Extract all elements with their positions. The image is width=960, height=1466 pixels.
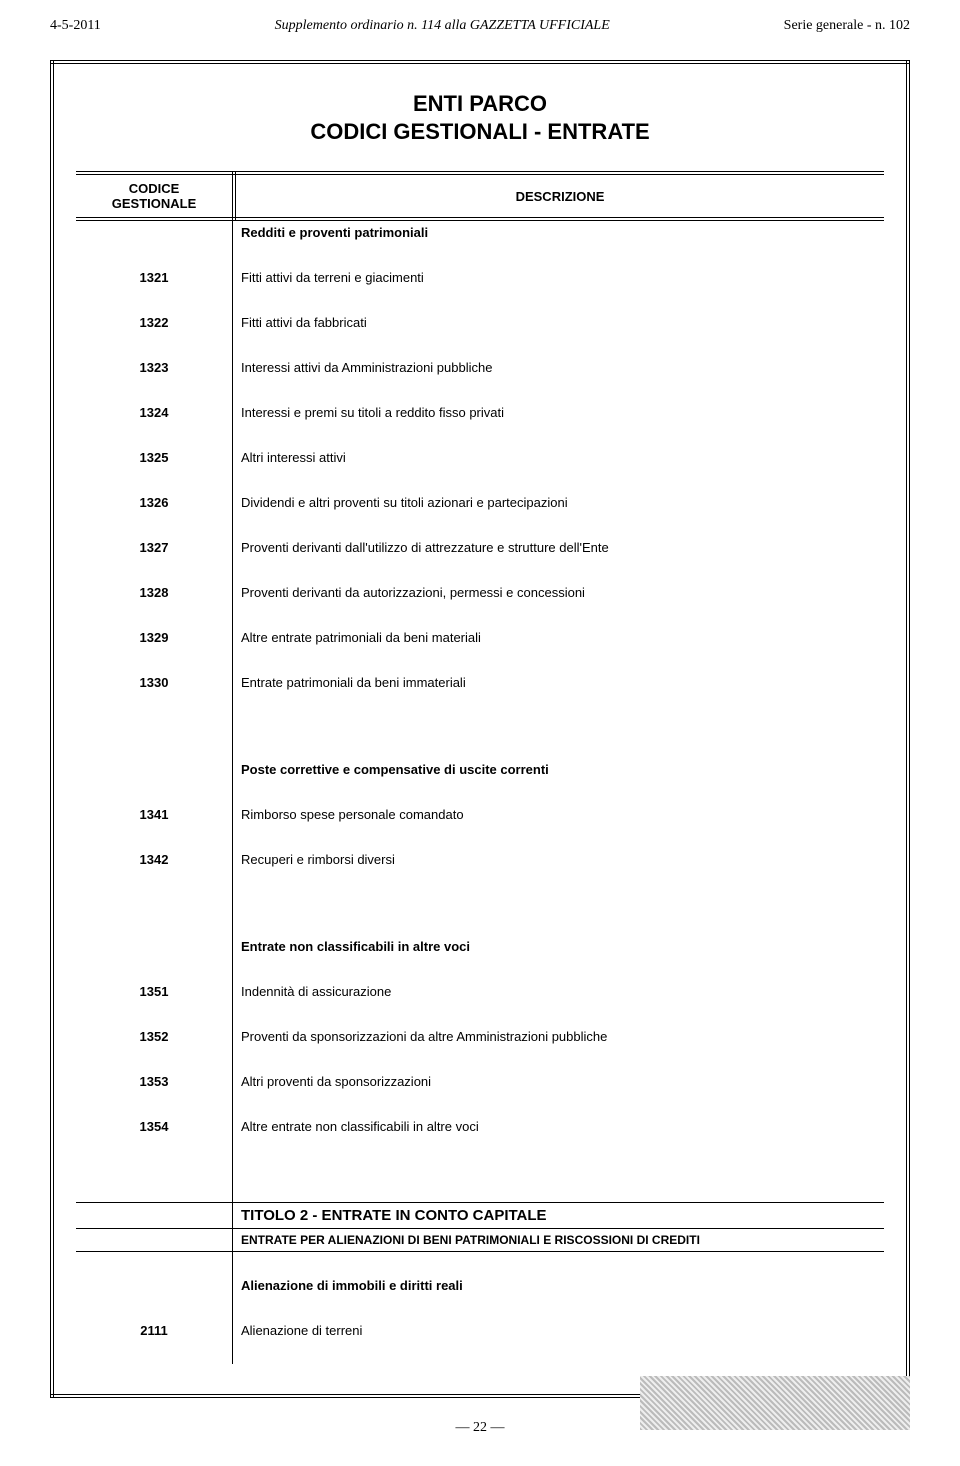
desc-cell: Proventi derivanti da autorizzazioni, pe…	[233, 581, 885, 604]
code-cell	[76, 221, 233, 244]
desc-cell: Rimborso spese personale comandato	[233, 803, 885, 826]
desc-cell: Recuperi e rimborsi diversi	[233, 848, 885, 871]
code-cell: 2111	[76, 1319, 233, 1342]
code-cell: 1322	[76, 311, 233, 334]
header-date: 4-5-2011	[50, 18, 101, 34]
desc-cell: Interessi attivi da Amministrazioni pubb…	[233, 356, 885, 379]
col-header-desc: DESCRIZIONE	[234, 173, 884, 219]
code-cell: 1342	[76, 848, 233, 871]
desc-cell: Alienazione di immobili e diritti reali	[233, 1274, 885, 1297]
desc-cell: Entrate non classificabili in altre voci	[233, 935, 885, 958]
desc-cell: Redditi e proventi patrimoniali	[233, 221, 885, 244]
code-cell: 1328	[76, 581, 233, 604]
desc-cell: Fitti attivi da terreni e giacimenti	[233, 266, 885, 289]
col-header-code: CODICE GESTIONALE	[76, 173, 234, 219]
document-title: ENTI PARCO CODICI GESTIONALI - ENTRATE	[76, 90, 884, 145]
desc-cell: Altri proventi da sponsorizzazioni	[233, 1070, 885, 1093]
title-line-2: CODICI GESTIONALI - ENTRATE	[310, 119, 649, 144]
desc-cell: Interessi e premi su titoli a reddito fi…	[233, 401, 885, 424]
desc-cell: Dividendi e altri proventi su titoli azi…	[233, 491, 885, 514]
desc-cell: Alienazione di terreni	[233, 1319, 885, 1342]
desc-cell: Altre entrate non classificabili in altr…	[233, 1115, 885, 1138]
code-cell: 1354	[76, 1115, 233, 1138]
code-cell: 1341	[76, 803, 233, 826]
desc-cell: Fitti attivi da fabbricati	[233, 311, 885, 334]
titolo-title: TITOLO 2 - ENTRATE IN CONTO CAPITALE	[233, 1203, 885, 1229]
code-cell: 1353	[76, 1070, 233, 1093]
code-cell	[76, 935, 233, 958]
desc-cell: Entrate patrimoniali da beni immateriali	[233, 671, 885, 694]
code-cell: 1330	[76, 671, 233, 694]
desc-cell: Altri interessi attivi	[233, 446, 885, 469]
code-cell: 1327	[76, 536, 233, 559]
code-cell: 1321	[76, 266, 233, 289]
desc-cell: Proventi da sponsorizzazioni da altre Am…	[233, 1025, 885, 1048]
desc-cell: Altre entrate patrimoniali da beni mater…	[233, 626, 885, 649]
code-cell: 1323	[76, 356, 233, 379]
code-cell: 1324	[76, 401, 233, 424]
desc-cell: Poste correttive e compensative di uscit…	[233, 758, 885, 781]
code-cell	[76, 758, 233, 781]
header-center: Supplemento ordinario n. 114 alla GAZZET…	[101, 18, 784, 34]
header-series: Serie generale - n. 102	[784, 18, 910, 34]
title-line-1: ENTI PARCO	[413, 91, 547, 116]
document-frame: ENTI PARCO CODICI GESTIONALI - ENTRATE C…	[50, 60, 910, 1398]
code-cell: 1325	[76, 446, 233, 469]
code-cell	[76, 1274, 233, 1297]
barcode-graphic	[640, 1376, 910, 1430]
code-cell: 1352	[76, 1025, 233, 1048]
table-header: CODICE GESTIONALE DESCRIZIONE	[76, 171, 884, 221]
code-cell: 1326	[76, 491, 233, 514]
page-header: 4-5-2011 Supplemento ordinario n. 114 al…	[50, 18, 910, 34]
entries-table: Redditi e proventi patrimoniali1321Fitti…	[76, 221, 884, 1364]
code-cell: 1351	[76, 980, 233, 1003]
desc-cell: Indennità di assicurazione	[233, 980, 885, 1003]
code-cell: 1329	[76, 626, 233, 649]
desc-cell: Proventi derivanti dall'utilizzo di attr…	[233, 536, 885, 559]
